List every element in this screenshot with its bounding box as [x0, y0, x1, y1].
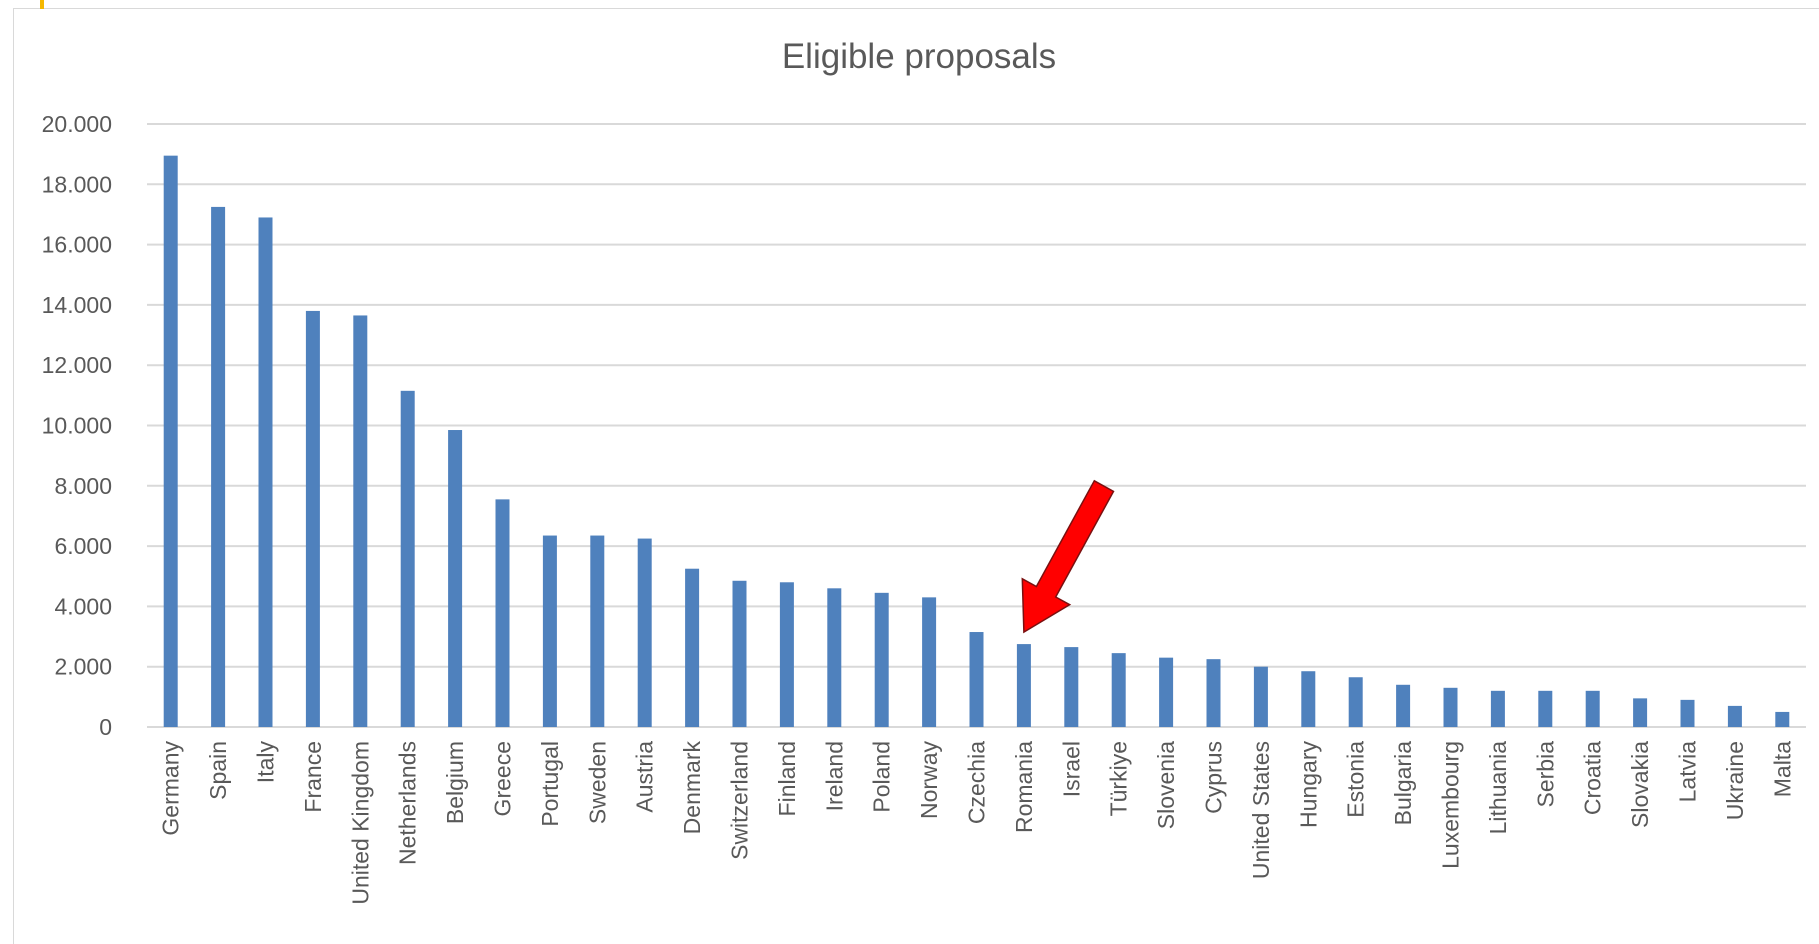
x-tick-label: Cyprus — [1201, 741, 1227, 814]
x-axis-tick-labels: Germany Spain Italy France United Kingdom Net… — [158, 741, 1796, 905]
x-tick-label: Denmark — [679, 741, 705, 835]
x-tick-label: Malta — [1769, 741, 1795, 797]
x-tick-label: Slovakia — [1627, 741, 1653, 828]
y-axis-tick-labels: 0 2.000 4.000 6.000 8.000 10.000 12.000 14.000 1… — [42, 111, 112, 740]
y-tick-label: 12.000 — [42, 352, 112, 378]
x-tick-label: Luxembourg — [1438, 741, 1464, 869]
bar-latvia — [1680, 699, 1695, 727]
y-tick-label: 10.000 — [42, 413, 112, 439]
x-tick-label: Portugal — [537, 741, 563, 827]
bar-united-kingdom — [353, 315, 368, 727]
x-tick-label: Greece — [490, 741, 516, 816]
bar-belgium — [448, 430, 463, 727]
bar-poland — [874, 592, 889, 727]
bar-france — [305, 310, 320, 727]
bar-estonia — [1348, 677, 1363, 727]
y-tick-label: 0 — [99, 714, 112, 740]
x-tick-label: Norway — [916, 741, 942, 819]
chart-title: Eligible proposals — [782, 37, 1056, 76]
bar-denmark — [685, 568, 700, 727]
bars — [163, 155, 1790, 728]
bar-ukraine — [1727, 705, 1742, 727]
bar-germany — [163, 155, 178, 728]
bar-slovenia — [1159, 657, 1174, 727]
x-tick-label: Finland — [774, 741, 800, 816]
x-tick-label: Türkiye — [1106, 741, 1132, 816]
x-tick-label: Belgium — [442, 741, 468, 824]
x-tick-label: Latvia — [1675, 741, 1701, 803]
x-tick-label: France — [300, 741, 326, 813]
bar-portugal — [542, 535, 557, 727]
x-tick-label: Serbia — [1532, 741, 1558, 808]
x-tick-label: Italy — [253, 741, 279, 784]
bar-bulgaria — [1396, 684, 1411, 727]
y-tick-label: 14.000 — [42, 292, 112, 318]
x-tick-label: Bulgaria — [1390, 741, 1416, 826]
bar-netherlands — [400, 390, 415, 727]
bar-greece — [495, 499, 510, 727]
x-tick-label: Ireland — [821, 741, 847, 811]
x-tick-label: Switzerland — [727, 741, 753, 860]
y-tick-label: 16.000 — [42, 232, 112, 258]
x-tick-label: Germany — [158, 741, 184, 836]
bar-ireland — [827, 588, 842, 727]
bar-hungary — [1301, 671, 1316, 727]
bar-slovakia — [1633, 698, 1648, 727]
x-tick-label: United Kingdom — [347, 741, 373, 905]
bar-italy — [258, 217, 273, 727]
bar-cyprus — [1206, 659, 1221, 727]
bar-israel — [1064, 647, 1079, 727]
x-tick-label: Netherlands — [395, 741, 421, 865]
bar-malta — [1775, 711, 1790, 727]
bar-luxembourg — [1443, 687, 1458, 727]
x-tick-label: Austria — [632, 741, 658, 813]
bar-spain — [211, 206, 226, 728]
bar-czechia — [969, 632, 984, 727]
bar-croatia — [1585, 690, 1600, 727]
x-tick-label: Romania — [1011, 741, 1037, 833]
y-tick-label: 18.000 — [42, 171, 112, 197]
x-tick-label: Hungary — [1295, 741, 1321, 828]
x-tick-label: United States — [1248, 741, 1274, 879]
accent-mark — [40, 0, 44, 9]
y-tick-label: 8.000 — [54, 473, 112, 499]
y-tick-label: 20.000 — [42, 111, 112, 137]
bar-t-rkiye — [1111, 653, 1126, 727]
bar-serbia — [1538, 690, 1553, 727]
bar-lithuania — [1490, 690, 1505, 727]
x-tick-label: Lithuania — [1485, 741, 1511, 835]
x-tick-label: Poland — [869, 741, 895, 813]
x-tick-label: Ukraine — [1722, 741, 1748, 820]
y-tick-label: 2.000 — [54, 654, 112, 680]
x-tick-label: Sweden — [584, 741, 610, 824]
x-tick-label: Israel — [1058, 741, 1084, 797]
bar-norway — [922, 597, 937, 727]
y-tick-label: 6.000 — [54, 533, 112, 559]
x-tick-label: Slovenia — [1153, 741, 1179, 829]
red-arrow-icon — [1021, 479, 1115, 634]
x-tick-label: Czechia — [964, 741, 990, 824]
x-tick-label: Croatia — [1580, 741, 1606, 815]
bar-finland — [779, 582, 794, 727]
highlight-arrow — [1021, 479, 1115, 634]
bar-united-states — [1253, 666, 1268, 727]
x-tick-label: Spain — [205, 741, 231, 800]
bar-sweden — [590, 535, 605, 727]
x-tick-label: Estonia — [1343, 741, 1369, 818]
bar-switzerland — [732, 580, 747, 727]
bar-romania — [1016, 644, 1031, 727]
bar-austria — [637, 538, 652, 727]
y-tick-label: 4.000 — [54, 593, 112, 619]
